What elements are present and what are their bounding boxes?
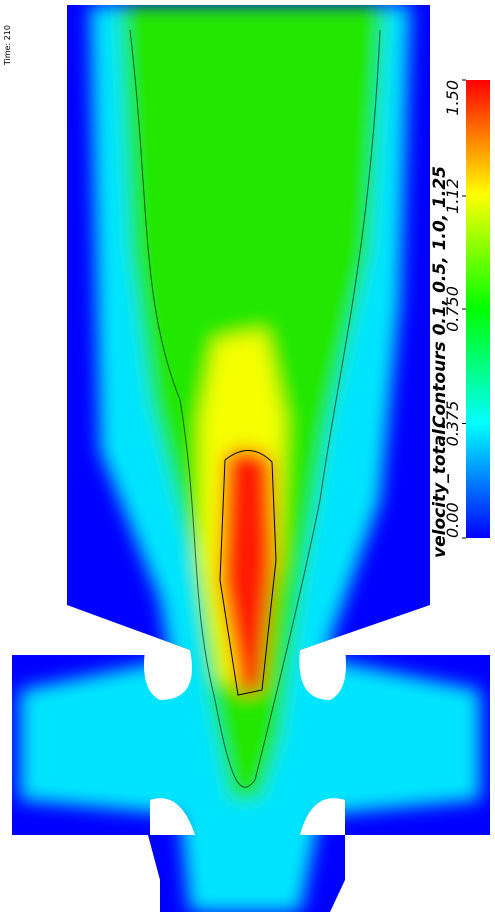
- colorbar-tick-label: 0.750: [443, 286, 462, 332]
- colorbar-tick-label: 1.12: [443, 178, 462, 214]
- colorbar: [466, 80, 490, 538]
- colorbar-title: velocity_total.: [430, 423, 450, 558]
- colorbar-tick-label: 0.375: [443, 401, 462, 447]
- colorbar-tick-label: 1.50: [443, 80, 462, 116]
- time-label: Time: 210: [3, 25, 12, 66]
- colorbar-tick-label: 0.00: [443, 502, 462, 538]
- obstacles: [144, 650, 346, 835]
- colorbar-subtitle: Contours 0.1, 0.5, 1.0, 1.25: [430, 166, 450, 428]
